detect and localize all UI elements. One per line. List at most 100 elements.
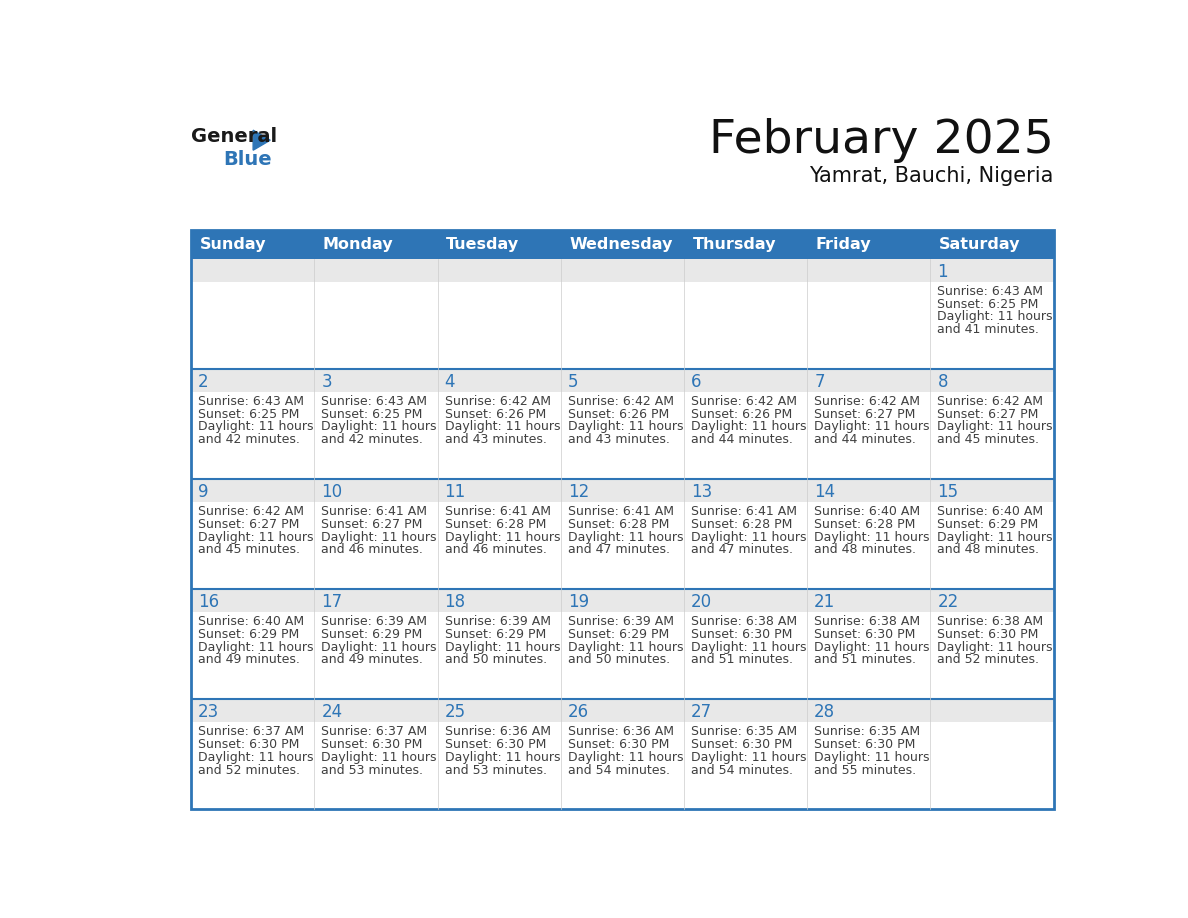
Text: and 42 minutes.: and 42 minutes. bbox=[198, 433, 301, 446]
Text: Sunrise: 6:38 AM: Sunrise: 6:38 AM bbox=[691, 615, 797, 628]
Text: Daylight: 11 hours: Daylight: 11 hours bbox=[937, 531, 1053, 543]
Bar bbox=[437, 722, 561, 810]
Bar bbox=[315, 230, 437, 259]
Text: Daylight: 11 hours: Daylight: 11 hours bbox=[937, 641, 1053, 654]
Text: Sunset: 6:27 PM: Sunset: 6:27 PM bbox=[321, 518, 423, 531]
Bar bbox=[808, 282, 930, 369]
Bar bbox=[315, 722, 437, 810]
Polygon shape bbox=[253, 130, 270, 151]
Text: 14: 14 bbox=[814, 483, 835, 501]
Text: 27: 27 bbox=[691, 703, 712, 721]
Bar bbox=[191, 392, 315, 479]
Text: Sunrise: 6:43 AM: Sunrise: 6:43 AM bbox=[198, 395, 304, 409]
Text: Daylight: 11 hours: Daylight: 11 hours bbox=[937, 420, 1053, 433]
Bar bbox=[315, 700, 437, 810]
Text: and 43 minutes.: and 43 minutes. bbox=[568, 433, 670, 446]
Bar bbox=[437, 700, 561, 810]
Bar bbox=[930, 479, 1054, 589]
Text: 17: 17 bbox=[321, 593, 342, 611]
Bar bbox=[315, 612, 437, 700]
Bar bbox=[437, 392, 561, 479]
Text: Sunrise: 6:42 AM: Sunrise: 6:42 AM bbox=[444, 395, 550, 409]
Bar bbox=[561, 589, 684, 700]
Text: and 52 minutes.: and 52 minutes. bbox=[937, 654, 1040, 666]
Text: Sunset: 6:30 PM: Sunset: 6:30 PM bbox=[568, 738, 669, 751]
Bar bbox=[191, 259, 315, 369]
Text: February 2025: February 2025 bbox=[709, 118, 1054, 162]
Text: Daylight: 11 hours: Daylight: 11 hours bbox=[691, 751, 807, 764]
Bar bbox=[684, 502, 808, 589]
Bar bbox=[684, 612, 808, 700]
Text: Sunrise: 6:36 AM: Sunrise: 6:36 AM bbox=[444, 725, 550, 738]
Text: Daylight: 11 hours: Daylight: 11 hours bbox=[691, 641, 807, 654]
Text: Sunset: 6:29 PM: Sunset: 6:29 PM bbox=[198, 628, 299, 641]
Text: and 44 minutes.: and 44 minutes. bbox=[814, 433, 916, 446]
Bar bbox=[437, 230, 561, 259]
Bar bbox=[930, 589, 1054, 700]
Text: Sunrise: 6:35 AM: Sunrise: 6:35 AM bbox=[814, 725, 921, 738]
Text: Daylight: 11 hours: Daylight: 11 hours bbox=[198, 531, 314, 543]
Bar bbox=[930, 259, 1054, 369]
Text: Sunset: 6:29 PM: Sunset: 6:29 PM bbox=[568, 628, 669, 641]
Text: and 52 minutes.: and 52 minutes. bbox=[198, 764, 301, 777]
Text: 22: 22 bbox=[937, 593, 959, 611]
Text: Blue: Blue bbox=[223, 151, 272, 169]
Text: Sunrise: 6:35 AM: Sunrise: 6:35 AM bbox=[691, 725, 797, 738]
Text: and 47 minutes.: and 47 minutes. bbox=[568, 543, 670, 556]
Text: and 43 minutes.: and 43 minutes. bbox=[444, 433, 546, 446]
Bar bbox=[191, 722, 315, 810]
Text: Sunset: 6:30 PM: Sunset: 6:30 PM bbox=[937, 628, 1038, 641]
Bar bbox=[191, 700, 315, 810]
Text: Daylight: 11 hours: Daylight: 11 hours bbox=[321, 420, 437, 433]
Text: and 53 minutes.: and 53 minutes. bbox=[321, 764, 423, 777]
Text: Sunday: Sunday bbox=[200, 237, 266, 252]
Text: and 49 minutes.: and 49 minutes. bbox=[198, 654, 301, 666]
Text: Sunrise: 6:36 AM: Sunrise: 6:36 AM bbox=[568, 725, 674, 738]
Text: Daylight: 11 hours: Daylight: 11 hours bbox=[444, 751, 560, 764]
Text: and 42 minutes.: and 42 minutes. bbox=[321, 433, 423, 446]
Text: 26: 26 bbox=[568, 703, 589, 721]
Text: 4: 4 bbox=[444, 373, 455, 391]
Text: 10: 10 bbox=[321, 483, 342, 501]
Text: Sunrise: 6:38 AM: Sunrise: 6:38 AM bbox=[814, 615, 921, 628]
Text: Sunrise: 6:41 AM: Sunrise: 6:41 AM bbox=[444, 505, 550, 518]
Text: Sunrise: 6:40 AM: Sunrise: 6:40 AM bbox=[198, 615, 304, 628]
Text: Sunset: 6:30 PM: Sunset: 6:30 PM bbox=[691, 628, 792, 641]
Text: Sunset: 6:26 PM: Sunset: 6:26 PM bbox=[444, 408, 545, 420]
Text: Daylight: 11 hours: Daylight: 11 hours bbox=[198, 420, 314, 433]
Text: Sunrise: 6:42 AM: Sunrise: 6:42 AM bbox=[937, 395, 1043, 409]
Text: Sunset: 6:30 PM: Sunset: 6:30 PM bbox=[321, 738, 423, 751]
Text: Sunset: 6:25 PM: Sunset: 6:25 PM bbox=[321, 408, 423, 420]
Bar bbox=[437, 282, 561, 369]
Text: 3: 3 bbox=[321, 373, 331, 391]
Text: Daylight: 11 hours: Daylight: 11 hours bbox=[321, 641, 437, 654]
Text: Daylight: 11 hours: Daylight: 11 hours bbox=[321, 751, 437, 764]
Text: and 53 minutes.: and 53 minutes. bbox=[444, 764, 546, 777]
Bar bbox=[684, 259, 808, 369]
Text: Wednesday: Wednesday bbox=[569, 237, 672, 252]
Text: and 54 minutes.: and 54 minutes. bbox=[568, 764, 670, 777]
Text: Sunrise: 6:39 AM: Sunrise: 6:39 AM bbox=[321, 615, 428, 628]
Bar bbox=[191, 282, 315, 369]
Text: and 45 minutes.: and 45 minutes. bbox=[937, 433, 1040, 446]
Text: 8: 8 bbox=[937, 373, 948, 391]
Bar bbox=[808, 392, 930, 479]
Bar bbox=[684, 369, 808, 479]
Text: Daylight: 11 hours: Daylight: 11 hours bbox=[814, 641, 930, 654]
Text: and 51 minutes.: and 51 minutes. bbox=[814, 654, 916, 666]
Bar bbox=[437, 259, 561, 369]
Bar bbox=[315, 392, 437, 479]
Text: Saturday: Saturday bbox=[939, 237, 1020, 252]
Text: and 51 minutes.: and 51 minutes. bbox=[691, 654, 794, 666]
Text: Daylight: 11 hours: Daylight: 11 hours bbox=[198, 641, 314, 654]
Text: Sunset: 6:29 PM: Sunset: 6:29 PM bbox=[444, 628, 545, 641]
Bar bbox=[930, 392, 1054, 479]
Text: 1: 1 bbox=[937, 263, 948, 281]
Text: and 45 minutes.: and 45 minutes. bbox=[198, 543, 301, 556]
Text: 5: 5 bbox=[568, 373, 579, 391]
Text: 16: 16 bbox=[198, 593, 220, 611]
Bar bbox=[191, 612, 315, 700]
Bar bbox=[191, 230, 315, 259]
Bar bbox=[808, 479, 930, 589]
Bar bbox=[315, 369, 437, 479]
